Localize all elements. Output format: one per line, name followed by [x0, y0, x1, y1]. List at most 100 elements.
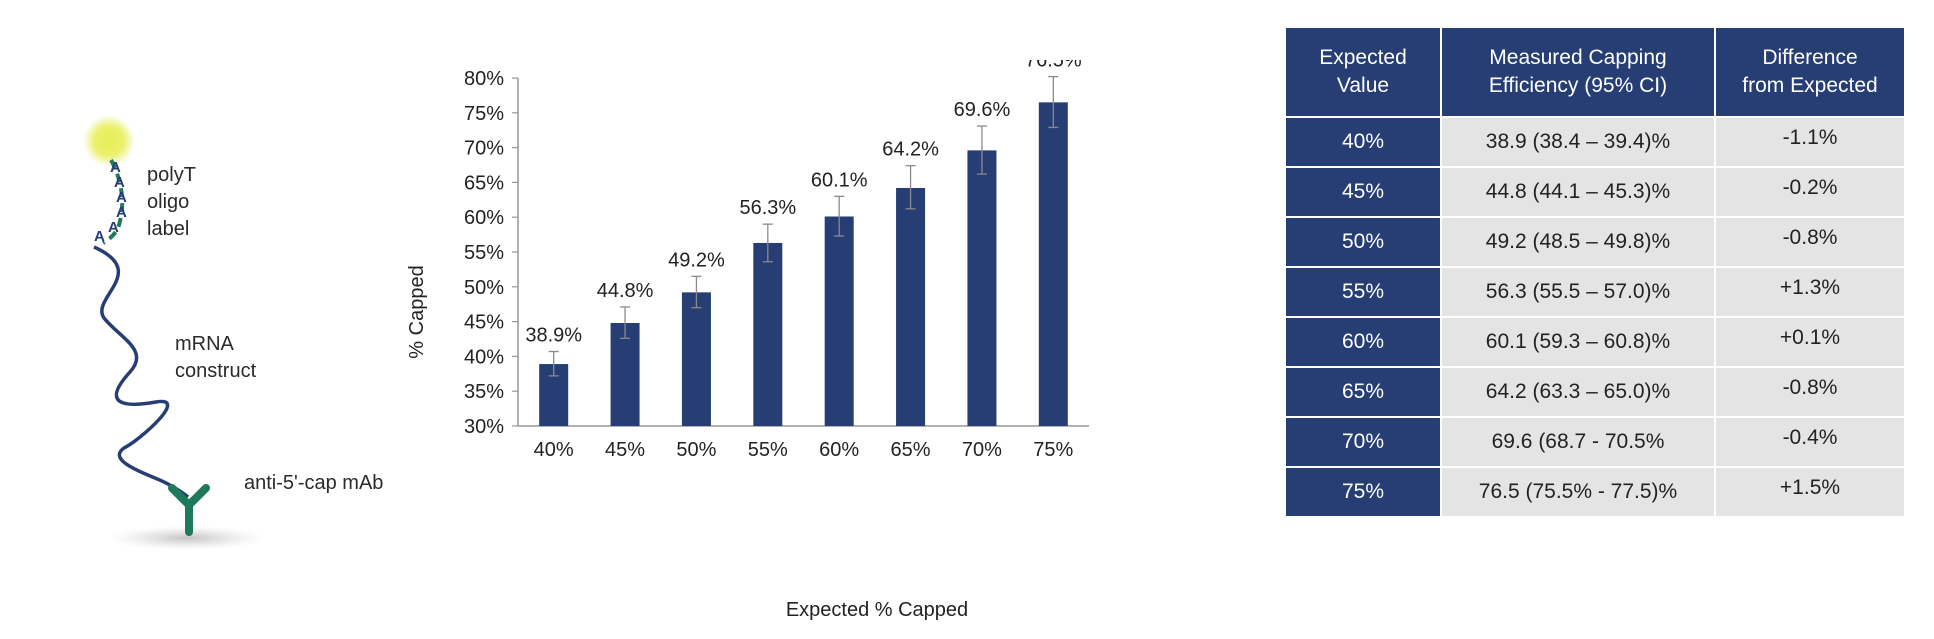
x-tick-label: 70% [962, 439, 1002, 461]
header-text-line: Efficiency (95% CI) [1488, 74, 1668, 97]
cell-measured: 69.6 (68.7 - 70.5% [1440, 416, 1716, 468]
header-text-line: from Expected [1742, 74, 1878, 97]
y-tick-label: 75% [464, 103, 504, 125]
bar [1038, 102, 1068, 427]
capping-results-table: Expected Value Measured Capping Efficiency… [1284, 26, 1906, 518]
x-tick-label: 45% [605, 439, 645, 461]
y-tick-label: 40% [464, 346, 504, 368]
cell-measured: 49.2 (48.5 – 49.8)% [1440, 216, 1716, 268]
oligo-label: polyT oligo label [147, 164, 196, 240]
x-tick-label: 60% [819, 439, 859, 461]
bar [896, 187, 926, 426]
x-axis-label: Expected % Capped [786, 599, 968, 621]
bar [681, 292, 711, 426]
cell-measured: 76.5 (75.5% - 77.5)% [1440, 466, 1716, 518]
chart-canvas: 30% 35% 40% 45% 50% 55% 60% 65% 70% 75% 80% 38.9% 4… [406, 50, 1089, 621]
table-row: 40% 38.9 (38.4 – 39.4)% -1.1% [1284, 116, 1906, 168]
cell-difference: -1.1% [1714, 116, 1906, 168]
cell-difference: +1.3% [1714, 266, 1906, 318]
cell-difference: -0.8% [1714, 216, 1906, 268]
table-row: 70% 69.6 (68.7 - 70.5% -0.4% [1284, 416, 1906, 468]
mrna-label: mRNA construct [175, 333, 257, 382]
mrna-strand [93, 245, 190, 499]
y-tick-label: 55% [464, 242, 504, 264]
mrna-schematic: A A A A A A polyT oligo label mRNA const… [0, 0, 400, 634]
x-tick-label: 75% [1033, 439, 1073, 461]
y-tick-label: 30% [464, 416, 504, 438]
y-tick-label: 70% [464, 138, 504, 160]
svg-text:A: A [110, 159, 121, 176]
cell-expected: 70% [1284, 416, 1442, 468]
cell-measured: 44.8 (44.1 – 45.3)% [1440, 166, 1716, 218]
cell-expected: 55% [1284, 266, 1442, 318]
bar [824, 216, 854, 426]
table-row: 60% 60.1 (59.3 – 60.8)% +0.1% [1284, 316, 1906, 368]
table-row: 45% 44.8 (44.1 – 45.3)% -0.2% [1284, 166, 1906, 218]
table-row: 55% 56.3 (55.5 – 57.0)% +1.3% [1284, 266, 1906, 318]
bar [967, 150, 997, 426]
cell-expected: 40% [1284, 116, 1442, 168]
schematic-drawing: A A A A A A [83, 115, 265, 550]
header-text-line: Expected [1319, 46, 1407, 69]
polyt-oligo-strand [101, 159, 125, 245]
cell-expected: 45% [1284, 166, 1442, 218]
y-axis-label: % Capped [406, 265, 428, 358]
header-text-line: Measured Capping [1489, 46, 1667, 69]
y-axis: 30% 35% 40% 45% 50% 55% 60% 65% 70% 75% 80% [464, 68, 1089, 438]
cell-expected: 60% [1284, 316, 1442, 368]
y-tick-label: 50% [464, 277, 504, 299]
y-tick-label: 65% [464, 172, 504, 194]
cell-measured: 56.3 (55.5 – 57.0)% [1440, 266, 1716, 318]
y-tick-label: 60% [464, 207, 504, 229]
table-row: 50% 49.2 (48.5 – 49.8)% -0.8% [1284, 216, 1906, 268]
x-tick-label: 50% [676, 439, 716, 461]
svg-text:A: A [116, 189, 127, 206]
cell-difference: -0.4% [1714, 416, 1906, 468]
antibody-icon [168, 484, 210, 536]
cell-difference: -0.2% [1714, 166, 1906, 218]
data-label: 64.2% [882, 139, 939, 161]
data-label: 56.3% [739, 197, 796, 219]
cell-measured: 64.2 (63.3 – 65.0)% [1440, 366, 1716, 418]
bar-series: 38.9% 44.8% 49.2% 56.3% 60.1% 64.2% 69.6% 76.5% [525, 50, 1082, 427]
header-expected-value: Expected Value [1284, 26, 1442, 118]
y-tick-label: 35% [464, 381, 504, 403]
cell-measured: 38.9 (38.4 – 39.4)% [1440, 116, 1716, 168]
capping-bar-chart: 30% 35% 40% 45% 50% 55% 60% 65% 70% 75% 80% 38.9% 4… [400, 50, 1240, 630]
y-tick-label: 45% [464, 312, 504, 334]
data-label: 60.1% [811, 169, 868, 191]
cell-expected: 50% [1284, 216, 1442, 268]
svg-text:A: A [114, 174, 125, 191]
data-label: 69.6% [954, 99, 1011, 121]
svg-text:A: A [94, 228, 105, 245]
header-difference: Difference from Expected [1714, 26, 1906, 118]
cell-measured: 60.1 (59.3 – 60.8)% [1440, 316, 1716, 368]
table-row: 75% 76.5 (75.5% - 77.5)% +1.5% [1284, 466, 1906, 518]
svg-text:A: A [108, 219, 119, 236]
header-measured-efficiency: Measured Capping Efficiency (95% CI) [1440, 26, 1716, 118]
x-tick-label: 65% [891, 439, 931, 461]
cell-expected: 65% [1284, 366, 1442, 418]
polya-tail: A A A A A A [94, 159, 127, 245]
cell-difference: +0.1% [1714, 316, 1906, 368]
bar [610, 322, 640, 426]
header-text-line: Difference [1762, 46, 1858, 69]
fluorophore-glow [83, 115, 135, 167]
cell-difference: -0.8% [1714, 366, 1906, 418]
x-tick-label: 40% [534, 439, 574, 461]
cell-expected: 75% [1284, 466, 1442, 518]
table-body: 40% 38.9 (38.4 – 39.4)% -1.1% 45% 44.8 (44.1… [1284, 116, 1906, 518]
data-label: 44.8% [597, 280, 654, 302]
table-row: 65% 64.2 (63.3 – 65.0)% -0.8% [1284, 366, 1906, 418]
antibody-shadow [109, 526, 265, 550]
data-label: 38.9% [525, 325, 582, 347]
cell-difference: +1.5% [1714, 466, 1906, 518]
header-text-line: Value [1336, 74, 1390, 97]
antibody-label: anti-5'-cap mAb [244, 472, 384, 494]
table-header-row: Expected Value Measured Capping Efficiency… [1284, 26, 1906, 118]
data-label: 76.5% [1025, 60, 1082, 72]
x-tick-label: 55% [748, 439, 788, 461]
data-label: 49.2% [668, 249, 725, 271]
svg-text:A: A [116, 204, 127, 221]
y-tick-label: 80% [464, 68, 504, 90]
